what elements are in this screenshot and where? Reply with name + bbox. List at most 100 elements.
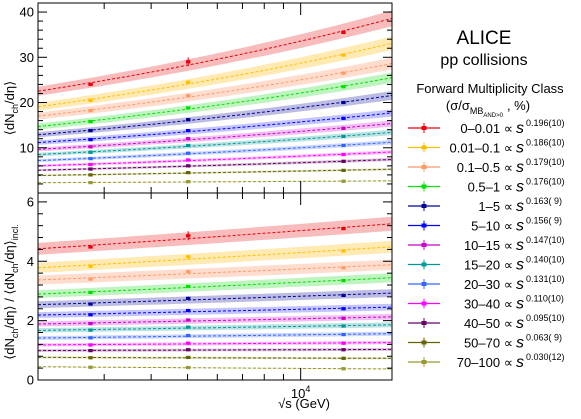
data-point-1-5-1 xyxy=(185,308,191,313)
data-point-1-9-0 xyxy=(88,343,93,347)
y-tick-label-1-0: 0 xyxy=(27,373,34,388)
fit-line-1-2 xyxy=(37,264,393,281)
data-point-0-3-0 xyxy=(88,119,93,124)
legend-exponent-7: 0.140(10) xyxy=(526,255,565,265)
data-point-1-9-1 xyxy=(185,341,191,345)
legend-label-11: 50–70 ∝ s xyxy=(464,335,524,352)
legend-class-unit: (σ/σMBAND>0, %) xyxy=(446,98,530,119)
fit-line-1-0 xyxy=(37,223,393,250)
data-point-0-9-1 xyxy=(185,158,191,162)
data-point-0-8-0 xyxy=(88,157,93,161)
legend-exponent-11: 0.063( 9) xyxy=(526,333,562,343)
data-point-1-12-2 xyxy=(341,367,346,371)
data-point-0-5-0 xyxy=(88,138,93,142)
y-tick-label-0-3: 40 xyxy=(20,5,34,20)
bottom-panel xyxy=(37,216,393,371)
legend-class-title: Forward Multiplicity Class xyxy=(416,81,564,96)
data-point-0-10-2 xyxy=(341,159,346,163)
data-point-1-0-0 xyxy=(88,245,93,249)
legend-label-12: 70–100 ∝ s xyxy=(457,354,524,371)
fit-band-0-0 xyxy=(38,10,392,96)
data-point-0-0-0 xyxy=(88,82,93,87)
fit-line-0-3 xyxy=(37,77,393,128)
data-point-0-0-2 xyxy=(341,30,346,35)
y-tick-label-0-1: 20 xyxy=(20,95,34,110)
data-point-0-7-1 xyxy=(185,143,191,148)
data-point-0-5-2 xyxy=(341,116,346,120)
fit-band-0-9 xyxy=(38,150,392,168)
y-tick-label-1-1: 2 xyxy=(27,313,34,328)
legend-label-9: 30–40 ∝ s xyxy=(464,296,524,313)
fit-band-0-4 xyxy=(38,91,392,138)
fit-band-0-1 xyxy=(38,36,392,111)
data-point-0-8-2 xyxy=(341,143,346,148)
fit-line-1-1 xyxy=(37,246,393,269)
legend-label-6: 10–15 ∝ s xyxy=(464,237,524,254)
data-point-1-4-0 xyxy=(88,302,93,306)
fit-line-1-7 xyxy=(37,324,393,331)
y-axis-title-bottom: ⟨dNch/dη⟩ / ⟨dNch/dη⟩incl. xyxy=(2,224,20,360)
legend-exponent-8: 0.131(10) xyxy=(526,274,565,284)
data-point-1-7-1 xyxy=(185,325,191,329)
legend-label-0: 0–0.01 ∝ s xyxy=(460,120,524,137)
legend-exponent-9: 0.110(10) xyxy=(526,294,564,304)
fit-line-0-7 xyxy=(37,131,393,155)
data-point-1-7-0 xyxy=(88,328,93,332)
data-point-1-12-1 xyxy=(185,365,191,370)
data-point-1-8-1 xyxy=(185,333,191,338)
legend-exponent-12: 0.030(12) xyxy=(526,352,565,362)
fit-line-0-9 xyxy=(37,151,393,167)
fit-line-1-12 xyxy=(38,366,392,370)
fit-line-1-3 xyxy=(37,277,393,295)
legend-label-5: 5–10 ∝ s xyxy=(471,218,524,235)
data-point-0-10-1 xyxy=(185,164,191,168)
data-point-0-12-2 xyxy=(341,179,346,183)
legend-label-7: 15–20 ∝ s xyxy=(464,257,524,274)
legend-exponent-3: 0.176(10) xyxy=(526,177,565,187)
fit-band-1-0 xyxy=(38,216,392,255)
data-point-0-2-2 xyxy=(341,71,346,75)
data-point-1-1-2 xyxy=(341,249,346,253)
fit-band-1-1 xyxy=(38,240,392,273)
data-point-0-9-2 xyxy=(341,152,346,157)
fit-line-1-11 xyxy=(38,356,392,359)
data-point-0-7-2 xyxy=(341,134,346,139)
fit-line-0-4 xyxy=(37,95,393,136)
legend-label-8: 20–30 ∝ s xyxy=(464,276,524,293)
data-point-0-3-2 xyxy=(341,85,346,89)
fit-line-0-0 xyxy=(37,17,393,92)
data-point-0-0-1 xyxy=(185,60,191,64)
data-point-1-1-0 xyxy=(88,264,93,268)
data-point-0-4-2 xyxy=(341,100,346,105)
data-point-1-7-2 xyxy=(341,324,346,328)
data-point-1-3-2 xyxy=(341,278,346,283)
fit-band-0-6 xyxy=(38,120,392,152)
data-point-1-1-1 xyxy=(185,255,191,259)
data-point-1-4-2 xyxy=(341,293,346,298)
legend-exponent-6: 0.147(10) xyxy=(526,235,565,245)
data-point-0-6-0 xyxy=(88,145,93,149)
legend-label-2: 0.1–0.5 ∝ s xyxy=(457,159,524,176)
y-axis-title-top: ⟨dNch/dη⟩ xyxy=(2,81,20,135)
data-point-1-3-1 xyxy=(185,284,191,289)
data-point-0-2-1 xyxy=(185,94,191,98)
data-point-1-11-2 xyxy=(341,356,346,360)
data-point-0-4-0 xyxy=(88,128,93,133)
fit-band-0-8 xyxy=(38,139,392,162)
data-point-0-2-0 xyxy=(88,109,93,113)
fit-line-1-5 xyxy=(37,306,393,316)
data-point-0-12-1 xyxy=(185,180,191,184)
fit-line-0-12 xyxy=(37,180,392,184)
data-point-0-11-0 xyxy=(88,173,93,177)
data-point-1-0-1 xyxy=(185,234,191,238)
data-point-0-6-2 xyxy=(341,126,346,130)
data-point-1-8-2 xyxy=(341,332,346,337)
fit-line-0-8 xyxy=(37,141,393,161)
data-point-1-11-0 xyxy=(88,356,93,360)
legend-exponent-2: 0.179(10) xyxy=(526,157,565,167)
fit-line-1-8 xyxy=(37,333,393,339)
data-point-1-6-0 xyxy=(88,322,93,326)
data-point-0-8-1 xyxy=(185,151,191,155)
y-tick-label-1-3: 6 xyxy=(27,194,34,209)
